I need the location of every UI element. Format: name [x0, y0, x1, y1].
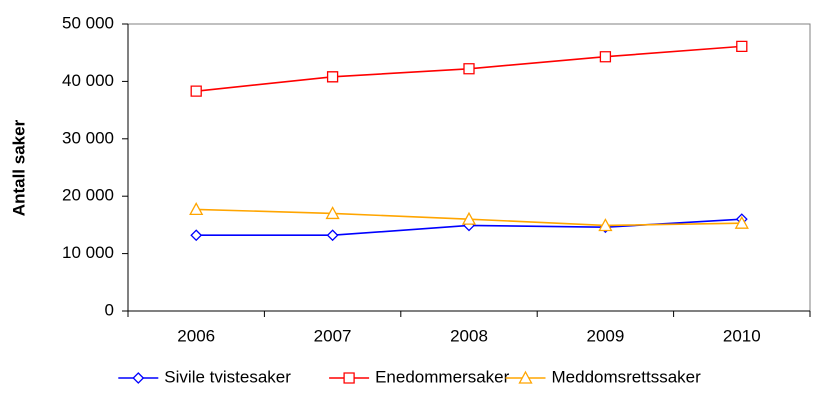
- legend-label: Enedommersaker: [375, 367, 510, 386]
- marker: [463, 63, 475, 75]
- marker: [518, 370, 533, 384]
- y-tick-label: 20 000: [62, 186, 114, 205]
- legend-label: Sivile tvistesaker: [164, 367, 291, 386]
- marker: [326, 71, 339, 83]
- y-tick-label: 40 000: [62, 71, 114, 90]
- x-tick-label: 2006: [177, 326, 215, 345]
- marker: [190, 229, 203, 242]
- y-tick-label: 30 000: [62, 128, 114, 147]
- marker: [599, 51, 612, 63]
- marker: [132, 372, 145, 384]
- marker: [189, 202, 204, 216]
- y-axis-label: Antall saker: [9, 119, 28, 216]
- x-tick-label: 2007: [314, 326, 352, 345]
- legend-label: Meddomsrettssaker: [552, 367, 702, 386]
- y-tick-label: 0: [105, 300, 114, 319]
- marker: [343, 372, 355, 384]
- marker: [734, 215, 749, 229]
- marker: [190, 85, 202, 97]
- marker: [736, 40, 748, 53]
- x-tick-label: 2009: [586, 326, 624, 345]
- x-tick-label: 2008: [450, 326, 488, 345]
- y-tick-label: 10 000: [62, 243, 114, 262]
- marker: [326, 229, 339, 242]
- y-tick-label: 50 000: [62, 13, 114, 32]
- marker: [461, 211, 477, 225]
- x-tick-label: 2010: [723, 326, 761, 345]
- marker: [325, 206, 340, 220]
- marker: [598, 218, 613, 232]
